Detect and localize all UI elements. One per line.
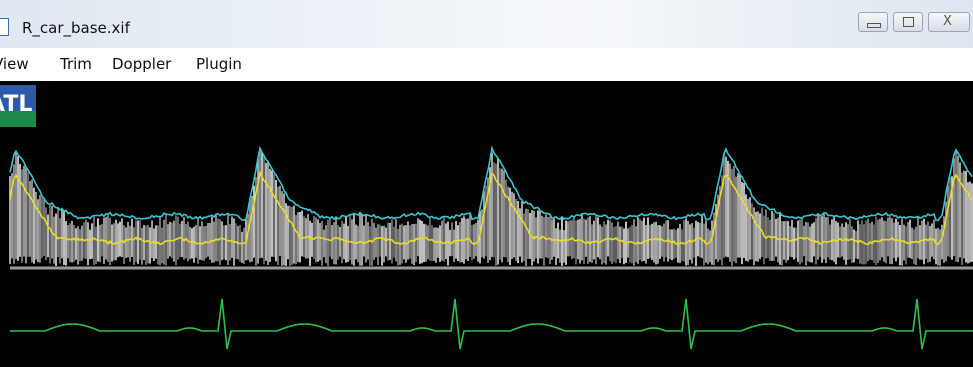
window-title: R_car_base.xif xyxy=(22,19,130,37)
minimize-button[interactable] xyxy=(858,12,888,32)
title-bar: R_car_base.xif X xyxy=(0,0,973,48)
maximize-button[interactable] xyxy=(893,12,923,32)
doppler-display: ATL xyxy=(0,81,973,367)
menu-item[interactable]: Doppler xyxy=(112,55,171,73)
app-window: R_car_base.xif X View Trim Doppler Plugi… xyxy=(0,0,973,367)
menu-bar: View Trim Doppler Plugin xyxy=(0,48,973,81)
close-button[interactable]: X xyxy=(928,12,970,32)
menu-item[interactable]: View xyxy=(0,55,29,73)
menu-item[interactable]: Plugin xyxy=(196,55,242,73)
logo-text: ATL xyxy=(0,92,32,117)
menu-item[interactable]: Trim xyxy=(60,55,92,73)
app-icon xyxy=(0,18,9,36)
